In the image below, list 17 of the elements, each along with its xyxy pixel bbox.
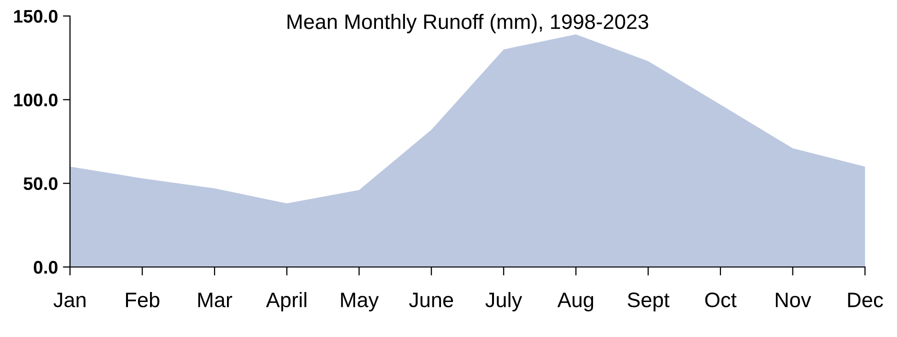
y-tick-label: 100.0 xyxy=(14,94,58,106)
y-tick-label: 50.0 xyxy=(24,177,58,190)
x-tick-label: April xyxy=(266,292,306,312)
chart-title: Mean Monthly Runoff (mm), 1998-2023 xyxy=(288,14,648,34)
x-tick-label: July xyxy=(485,292,522,312)
x-tick-label: Oct xyxy=(705,292,737,308)
x-tick-label: Jan xyxy=(54,292,86,308)
x-tick-label: Nov xyxy=(776,292,812,308)
x-tick-label: Feb xyxy=(126,292,160,308)
x-tick-label: Mar xyxy=(198,292,232,308)
x-tick-label: May xyxy=(341,292,379,312)
y-tick-label: 0.0 xyxy=(34,260,58,274)
x-tick-label: June xyxy=(409,292,454,308)
x-tick-label: Dec xyxy=(848,292,883,308)
x-tick-label: Aug xyxy=(557,292,594,312)
x-tick-label: Sept xyxy=(628,292,670,312)
y-tick-label: 150.0 xyxy=(14,10,58,23)
